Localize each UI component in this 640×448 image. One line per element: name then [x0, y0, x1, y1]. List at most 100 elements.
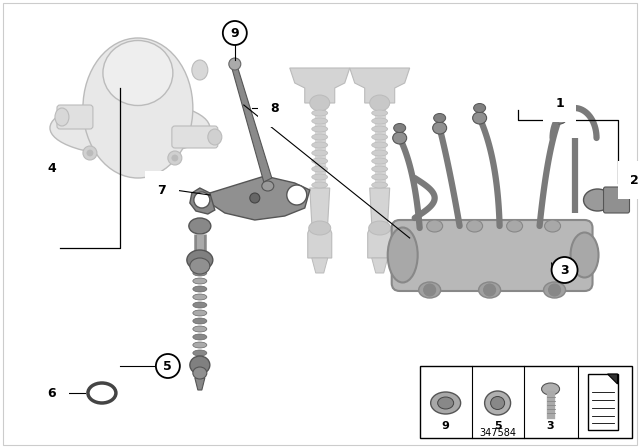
Ellipse shape — [190, 356, 210, 374]
Polygon shape — [607, 374, 618, 384]
Polygon shape — [195, 378, 205, 390]
Ellipse shape — [394, 124, 406, 133]
Ellipse shape — [372, 142, 388, 148]
Text: 3: 3 — [560, 263, 569, 276]
Ellipse shape — [372, 166, 388, 172]
Ellipse shape — [50, 100, 210, 155]
Ellipse shape — [491, 396, 504, 409]
Ellipse shape — [103, 40, 173, 105]
Polygon shape — [190, 188, 215, 214]
Circle shape — [548, 284, 561, 296]
Ellipse shape — [543, 282, 566, 298]
Ellipse shape — [372, 126, 388, 132]
Ellipse shape — [193, 358, 207, 364]
Circle shape — [229, 58, 241, 70]
Ellipse shape — [193, 286, 207, 292]
Circle shape — [250, 193, 260, 203]
Circle shape — [223, 21, 247, 45]
Ellipse shape — [554, 103, 566, 112]
Polygon shape — [588, 374, 618, 430]
Ellipse shape — [193, 310, 207, 316]
Text: 9: 9 — [442, 421, 449, 431]
Circle shape — [287, 185, 307, 205]
Ellipse shape — [189, 218, 211, 234]
Text: 7: 7 — [157, 184, 166, 197]
Ellipse shape — [570, 233, 598, 277]
Text: 6: 6 — [47, 387, 56, 400]
Circle shape — [172, 155, 178, 161]
Ellipse shape — [419, 282, 441, 298]
Ellipse shape — [388, 228, 418, 283]
FancyBboxPatch shape — [604, 187, 630, 213]
Ellipse shape — [472, 112, 486, 124]
Ellipse shape — [541, 383, 559, 395]
Ellipse shape — [187, 250, 213, 270]
Ellipse shape — [312, 174, 328, 180]
Ellipse shape — [372, 158, 388, 164]
Ellipse shape — [193, 342, 207, 348]
Ellipse shape — [193, 270, 207, 276]
Polygon shape — [308, 188, 332, 258]
Circle shape — [552, 257, 577, 283]
Ellipse shape — [372, 110, 388, 116]
Text: 2: 2 — [630, 173, 639, 186]
Ellipse shape — [372, 150, 388, 156]
Ellipse shape — [192, 60, 208, 80]
Ellipse shape — [584, 189, 612, 211]
Text: 3: 3 — [547, 421, 554, 431]
Ellipse shape — [193, 318, 207, 324]
Ellipse shape — [310, 95, 330, 111]
Ellipse shape — [507, 220, 523, 232]
Text: 1: 1 — [555, 96, 564, 109]
Text: 347584: 347584 — [479, 428, 516, 438]
Polygon shape — [349, 68, 410, 103]
Ellipse shape — [88, 383, 116, 403]
Ellipse shape — [372, 118, 388, 124]
Polygon shape — [290, 68, 349, 103]
Ellipse shape — [479, 282, 500, 298]
Ellipse shape — [193, 294, 207, 300]
Circle shape — [194, 192, 210, 208]
Ellipse shape — [83, 38, 193, 178]
Ellipse shape — [312, 126, 328, 132]
Ellipse shape — [262, 181, 274, 191]
Ellipse shape — [193, 350, 207, 356]
Ellipse shape — [607, 191, 625, 209]
Ellipse shape — [193, 334, 207, 340]
Ellipse shape — [474, 103, 486, 112]
Ellipse shape — [431, 392, 461, 414]
Ellipse shape — [433, 122, 447, 134]
Text: 9: 9 — [230, 26, 239, 39]
FancyBboxPatch shape — [57, 105, 93, 129]
Ellipse shape — [190, 258, 210, 274]
Text: 4: 4 — [47, 161, 56, 175]
Ellipse shape — [434, 113, 445, 122]
Ellipse shape — [372, 134, 388, 140]
Ellipse shape — [484, 391, 511, 415]
Text: 5: 5 — [494, 421, 501, 431]
Ellipse shape — [438, 397, 454, 409]
Ellipse shape — [312, 134, 328, 140]
Ellipse shape — [312, 182, 328, 188]
Ellipse shape — [94, 388, 110, 398]
Ellipse shape — [369, 221, 390, 235]
Text: 5: 5 — [163, 359, 172, 372]
Ellipse shape — [370, 95, 390, 111]
Ellipse shape — [308, 221, 331, 235]
Ellipse shape — [193, 278, 207, 284]
Polygon shape — [232, 68, 272, 182]
Ellipse shape — [312, 150, 328, 156]
Ellipse shape — [427, 220, 443, 232]
Bar — [420, 366, 632, 438]
Ellipse shape — [552, 112, 566, 124]
Ellipse shape — [193, 367, 207, 379]
Ellipse shape — [312, 158, 328, 164]
Ellipse shape — [372, 182, 388, 188]
Ellipse shape — [467, 220, 483, 232]
Ellipse shape — [312, 166, 328, 172]
Circle shape — [83, 146, 97, 160]
Circle shape — [156, 354, 180, 378]
Ellipse shape — [55, 108, 69, 126]
FancyBboxPatch shape — [392, 220, 593, 291]
Ellipse shape — [312, 142, 328, 148]
